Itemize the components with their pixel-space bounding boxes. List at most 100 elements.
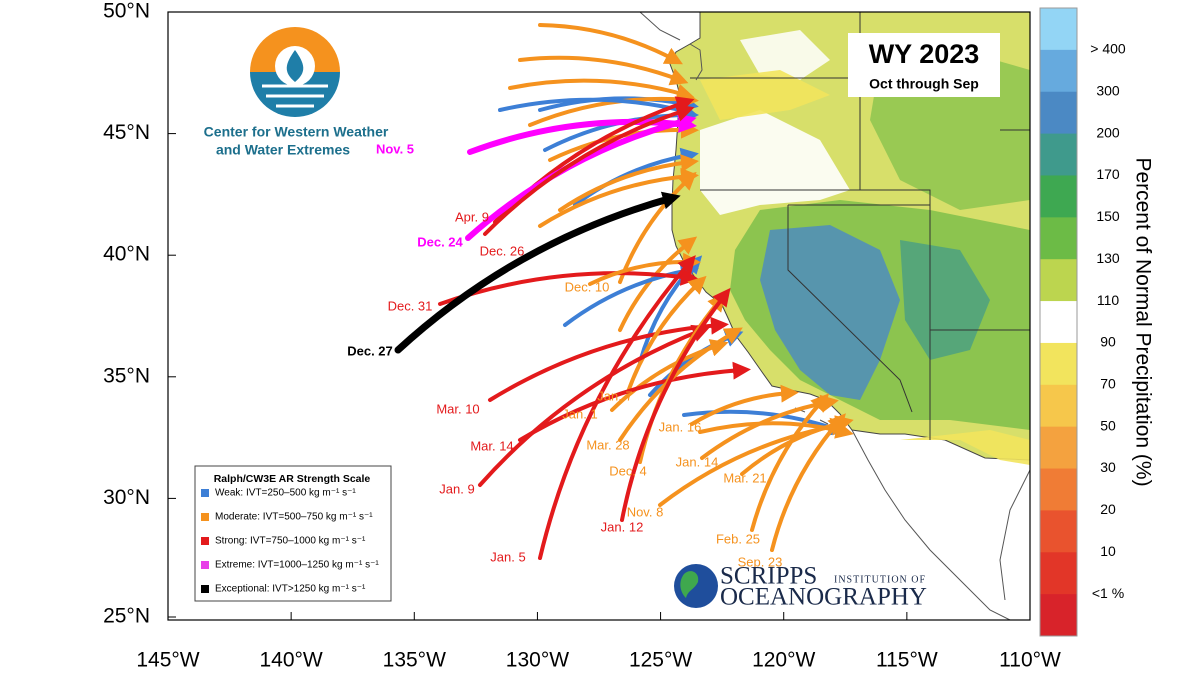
colorbar-label: 70	[1100, 376, 1116, 392]
dry-region	[700, 110, 850, 215]
event-label: Jan. 5	[490, 549, 525, 564]
colorbar-label: 130	[1096, 250, 1120, 266]
event-labels: Nov. 5 Apr. 9 Dec. 24 Dec. 26 Dec. 31 Dec. 27…	[347, 141, 782, 569]
ar-arrows	[394, 23, 854, 560]
legend-swatch	[201, 537, 209, 545]
colorbar-bin	[1040, 552, 1077, 595]
dry-region	[700, 70, 830, 120]
colorbar-bin	[1040, 384, 1077, 428]
colorbar-bin	[1040, 175, 1077, 218]
colorbar-frame	[1039, 7, 1078, 637]
ar-arrow	[626, 275, 707, 394]
event-label: Sep. 23	[738, 554, 783, 569]
event-label: Nov. 8	[627, 504, 664, 519]
colorbar-bin	[1040, 133, 1077, 176]
scripps-logo: SCRIPPS INSTITUTION OF OCEANOGRAPHY	[674, 563, 927, 611]
event-label: Mar. 28	[586, 437, 629, 452]
lat-label: 35°N	[103, 364, 150, 387]
colorbar-bin	[1040, 301, 1077, 344]
legend-label: Exceptional: IVT>1250 kg m⁻¹ s⁻¹	[215, 584, 366, 595]
colorbar-label: 300	[1096, 82, 1120, 98]
colorbar-bin	[1040, 510, 1077, 553]
ar-arrow	[658, 417, 849, 507]
event-label: Jan. 12	[601, 519, 644, 534]
lon-label: 120°W	[752, 649, 815, 672]
legend-swatch	[201, 561, 209, 569]
ar-arrow	[394, 191, 681, 354]
lon-label: 145°W	[136, 649, 199, 672]
ar-arrow	[770, 413, 846, 552]
event-label: Jan. 1	[562, 406, 597, 421]
colorbar-bin	[1040, 8, 1077, 51]
subtitle: Oct through Sep	[869, 76, 979, 92]
colorbar-label: 50	[1100, 417, 1116, 433]
lon-label: 125°W	[629, 649, 692, 672]
lat-label: 40°N	[103, 243, 150, 266]
event-label: Mar. 21	[723, 470, 766, 485]
colorbar-bin	[1040, 49, 1077, 93]
colorbar-bin	[1040, 91, 1077, 135]
logo-text: Center for Western Weather	[204, 124, 389, 140]
title: WY 2023	[869, 39, 980, 69]
event-label: Apr. 9	[455, 209, 489, 224]
event-label: Jan. 16	[659, 419, 702, 434]
colorbar-title: Percent of Normal Precipitation (%)	[1131, 157, 1154, 486]
ar-arrow	[508, 78, 695, 102]
logo-drop	[286, 50, 304, 82]
event-label: Dec. 24	[417, 234, 463, 249]
lat-label: 25°N	[103, 605, 150, 628]
ar-arrow	[563, 262, 699, 327]
event-label: Jan. 14	[676, 454, 719, 469]
event-label: Dec. 10	[565, 279, 610, 294]
colorbar-label: 20	[1100, 501, 1116, 517]
ar-arrow	[538, 167, 699, 228]
colorbar-label: 200	[1096, 124, 1120, 140]
colorbar-bin	[1040, 217, 1077, 260]
dry-region	[900, 430, 1030, 465]
legend-label: Weak: IVT=250–500 kg m⁻¹ s⁻¹	[215, 488, 356, 499]
logo-text: INSTITUTION OF	[834, 574, 926, 585]
lon-label: 115°W	[876, 649, 938, 672]
legend-box	[194, 465, 392, 602]
logo-text: SCRIPPS	[720, 563, 817, 590]
legend-title: Ralph/CW3E AR Strength Scale	[214, 473, 371, 485]
mexico-coast	[639, 12, 1030, 620]
ar-arrow	[690, 384, 799, 426]
ar-arrow	[620, 287, 731, 522]
event-label: Dec. 27	[347, 343, 393, 358]
ar-arrow	[498, 97, 697, 119]
event-label: Nov. 5	[376, 141, 414, 156]
logo-text: and Water Extremes	[216, 142, 350, 158]
ar-arrow	[682, 409, 847, 436]
map-frame	[167, 11, 1031, 621]
globe-land	[680, 571, 699, 598]
lon-label: 135°W	[383, 649, 446, 672]
colorbar-bin	[1040, 468, 1077, 511]
event-label: Dec. 31	[388, 298, 433, 313]
lon-label: 130°W	[506, 649, 569, 672]
colorbar-label: 150	[1096, 208, 1120, 224]
colorbar-bin	[1040, 594, 1077, 637]
ar-arrow	[467, 115, 697, 155]
legend-label: Moderate: IVT=500–750 kg m⁻¹ s⁻¹	[215, 512, 373, 523]
event-label: Mar. 14	[470, 438, 513, 453]
ar-arrow	[538, 23, 683, 65]
ar-arrow	[750, 393, 830, 532]
event-label: Dec. 26	[480, 243, 525, 258]
ar-arrow	[538, 255, 696, 560]
axis-ticks: 50°N 45°N 40°N 35°N 30°N 25°N 145°W 140°W 135°W 1…	[103, 0, 1061, 672]
very-wet-region	[760, 225, 900, 400]
state-borders	[690, 12, 1030, 440]
event-label: Dec. 4	[609, 463, 647, 478]
ar-arrow	[558, 154, 699, 212]
title-box	[848, 33, 1000, 97]
legend-swatch	[201, 585, 209, 593]
ar-arrow	[488, 316, 729, 402]
colorbar-bin	[1040, 259, 1077, 302]
colorbar-label: 110	[1097, 292, 1120, 308]
logo-text: OCEANOGRAPHY	[720, 584, 927, 611]
legend-label: Extreme: IVT=1000–1250 kg m⁻¹ s⁻¹	[215, 560, 379, 571]
colorbar: > 400 300 200 170 150 130 110 90 70 50 30 20 10 <1 %	[1039, 7, 1126, 637]
colorbar-label: 30	[1100, 459, 1116, 475]
lon-label: 140°W	[260, 649, 323, 672]
